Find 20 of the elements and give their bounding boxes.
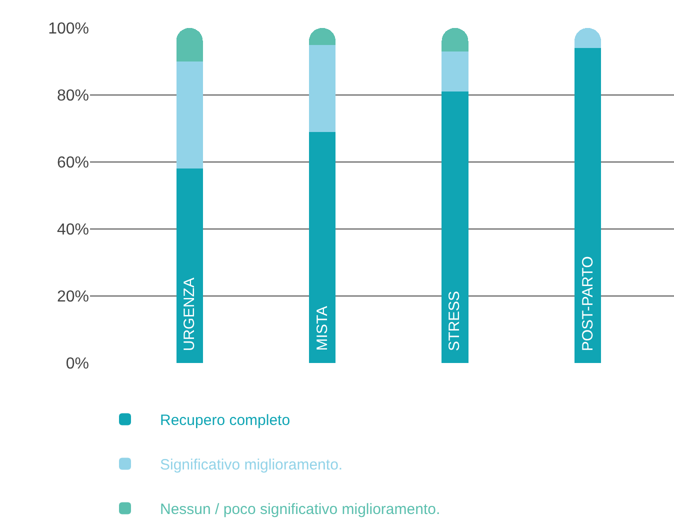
y-tick-label: 100% bbox=[48, 20, 89, 38]
y-tick-label: 80% bbox=[56, 88, 89, 105]
legend-label: Recupero completo bbox=[160, 412, 290, 430]
bar bbox=[176, 168, 203, 363]
bar bbox=[309, 44, 336, 132]
y-tick-label: 20% bbox=[56, 288, 89, 306]
x-tick-label: MISTA bbox=[314, 306, 331, 351]
x-tick-label: POST-PARTO bbox=[579, 256, 596, 352]
y-tick-label: 0% bbox=[66, 356, 89, 373]
bar bbox=[176, 62, 203, 169]
bar bbox=[574, 48, 601, 363]
bar bbox=[309, 132, 336, 363]
legend-label: Nessun / poco significativo miglioramento. bbox=[160, 501, 440, 518]
bar bbox=[442, 51, 468, 92]
y-tick-label: 60% bbox=[56, 154, 89, 172]
x-tick-label: URGENZA bbox=[181, 278, 198, 351]
x-tick-label: STRESS bbox=[446, 290, 464, 351]
bar bbox=[442, 92, 468, 363]
y-tick-label: 40% bbox=[56, 222, 89, 239]
legend-label: Significativo miglioramento. bbox=[160, 456, 343, 474]
